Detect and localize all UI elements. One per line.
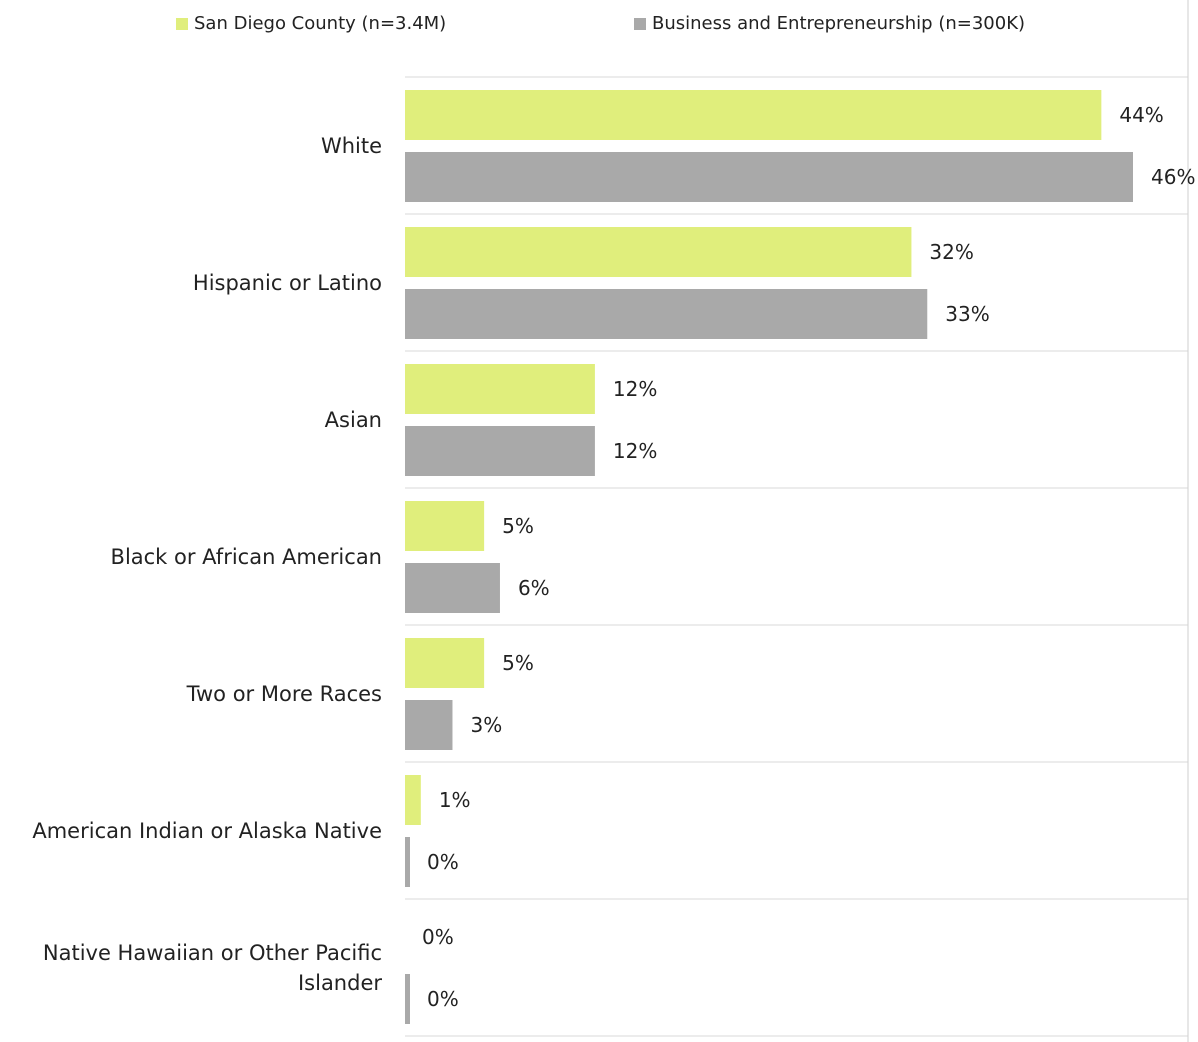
bar-business-and-entrepreneurship-n-300k-two-or-more-races — [405, 700, 453, 750]
data-label-san-diego-county-n-3-4m-native-hawaiian-or-other-pacific-islander: 0% — [422, 925, 454, 949]
data-label-san-diego-county-n-3-4m-hispanic-or-latino: 32% — [929, 240, 973, 264]
data-label-san-diego-county-n-3-4m-asian: 12% — [613, 377, 657, 401]
data-label-san-diego-county-n-3-4m-american-indian-or-alaska-native: 1% — [439, 788, 471, 812]
data-label-business-and-entrepreneurship-n-300k-asian: 12% — [613, 439, 657, 463]
bar-san-diego-county-n-3-4m-black-or-african-american — [405, 501, 485, 551]
data-label-san-diego-county-n-3-4m-black-or-african-american: 5% — [502, 514, 534, 538]
data-label-business-and-entrepreneurship-n-300k-black-or-african-american: 6% — [518, 576, 550, 600]
category-label-two-or-more-races: Two or More Races — [186, 681, 382, 706]
bar-business-and-entrepreneurship-n-300k-hispanic-or-latino — [405, 289, 928, 339]
data-label-business-and-entrepreneurship-n-300k-hispanic-or-latino: 33% — [945, 302, 989, 326]
bar-san-diego-county-n-3-4m-asian — [405, 364, 595, 414]
bar-business-and-entrepreneurship-n-300k-american-indian-or-alaska-native — [405, 837, 410, 887]
data-label-business-and-entrepreneurship-n-300k-american-indian-or-alaska-native: 0% — [427, 850, 459, 874]
category-label-asian: Asian — [324, 407, 382, 432]
bar-business-and-entrepreneurship-n-300k-white — [405, 152, 1133, 202]
legend-item-san-diego-county: San Diego County (n=3.4M) — [176, 10, 446, 38]
legend-swatch-business-entrepreneurship — [634, 18, 646, 30]
data-label-business-and-entrepreneurship-n-300k-two-or-more-races: 3% — [470, 713, 502, 737]
legend-label-san-diego-county: San Diego County (n=3.4M) — [194, 13, 447, 34]
legend: San Diego County (n=3.4M) Business and E… — [0, 10, 1198, 38]
category-label-white: White — [320, 133, 382, 158]
legend-item-business-entrepreneurship: Business and Entrepreneurship (n=300K) — [634, 10, 1025, 38]
category-label-hispanic-or-latino: Hispanic or Latino — [192, 270, 382, 295]
bar-san-diego-county-n-3-4m-two-or-more-races — [405, 638, 485, 688]
bar-san-diego-county-n-3-4m-american-indian-or-alaska-native — [405, 775, 421, 825]
data-label-san-diego-county-n-3-4m-white: 44% — [1119, 103, 1163, 127]
data-label-san-diego-county-n-3-4m-two-or-more-races: 5% — [502, 651, 534, 675]
legend-swatch-san-diego-county — [176, 18, 188, 30]
bar-business-and-entrepreneurship-n-300k-asian — [405, 426, 595, 476]
category-label-native-hawaiian-or-other-pacific-islander: Native Hawaiian or Other Pacific Islande… — [42, 940, 382, 995]
legend-label-business-entrepreneurship: Business and Entrepreneurship (n=300K) — [652, 13, 1026, 34]
bar-business-and-entrepreneurship-n-300k-black-or-african-american — [405, 563, 500, 613]
bar-san-diego-county-n-3-4m-white — [405, 90, 1102, 140]
bar-business-and-entrepreneurship-n-300k-native-hawaiian-or-other-pacific-islander — [405, 974, 410, 1024]
category-label-american-indian-or-alaska-native: American Indian or Alaska Native — [32, 818, 382, 843]
data-label-business-and-entrepreneurship-n-300k-native-hawaiian-or-other-pacific-islander: 0% — [427, 987, 459, 1011]
data-label-business-and-entrepreneurship-n-300k-white: 46% — [1151, 165, 1195, 189]
category-label-black-or-african-american: Black or African American — [110, 544, 382, 569]
bar-san-diego-county-n-3-4m-hispanic-or-latino — [405, 227, 912, 277]
